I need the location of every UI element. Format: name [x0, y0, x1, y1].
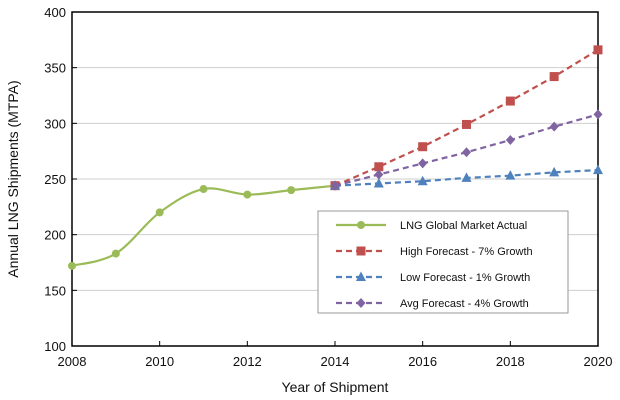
x-axis-title: Year of Shipment	[282, 379, 389, 395]
legend-label-2: Low Forecast - 1% Growth	[400, 272, 530, 284]
series-3-point-2020	[593, 109, 603, 120]
series-1-point-2019	[549, 72, 559, 82]
series-2-point-2020	[593, 164, 603, 175]
series-2-point-2017	[461, 172, 472, 182]
x-tick-label-2016: 2016	[408, 354, 437, 369]
series-0-point-2012	[243, 190, 252, 199]
legend-label-0: LNG Global Market Actual	[400, 220, 527, 232]
series-line-0	[71, 184, 336, 267]
series-2-point-2016	[417, 175, 428, 186]
y-tick-label-300: 300	[44, 116, 66, 131]
y-tick-label-150: 150	[44, 283, 66, 298]
series-3-point-2019	[549, 121, 559, 132]
series-1-point-2015	[374, 162, 384, 172]
series-0-point-2008	[68, 261, 76, 270]
y-tick-label-100: 100	[44, 339, 66, 354]
series-3-point-2018	[505, 135, 515, 146]
x-tick-label-2010: 2010	[145, 354, 174, 369]
series-1-point-2020	[593, 45, 603, 55]
legend-label-1: High Forecast - 7% Growth	[400, 246, 533, 258]
series-lines	[68, 45, 603, 270]
legend-marker-3	[356, 298, 366, 308]
legend-label-3: Avg Forecast - 4% Growth	[400, 298, 529, 310]
y-tick-label-200: 200	[44, 228, 66, 243]
series-0	[68, 181, 339, 270]
x-tick-label-2008: 2008	[58, 354, 87, 369]
series-1-point-2016	[418, 142, 428, 152]
series-0-point-2013	[287, 186, 296, 195]
series-2	[330, 164, 603, 190]
y-tick-label-400: 400	[44, 5, 66, 20]
series-1	[330, 45, 603, 191]
series-3-point-2016	[418, 158, 428, 169]
series-1-point-2017	[462, 119, 471, 129]
legend-marker-1	[356, 246, 366, 256]
x-tick-label-2018: 2018	[496, 354, 525, 369]
legend-marker-0	[357, 221, 365, 229]
series-2-point-2019	[549, 166, 560, 177]
series-3	[330, 109, 603, 191]
series-3-point-2014	[330, 180, 340, 191]
series-1-point-2018	[505, 96, 515, 106]
legend-marker-2	[356, 271, 366, 281]
y-axis-ticks: 100 150 200 250 300 350 400	[44, 5, 77, 354]
y-tick-label-350: 350	[44, 61, 66, 76]
series-3-point-2017	[462, 147, 471, 158]
y-tick-label-250: 250	[44, 172, 66, 187]
x-tick-label-2012: 2012	[233, 354, 262, 369]
x-axis-ticks: 2008 2010 2012 2014 2016 2018 2020	[58, 341, 613, 369]
series-2-point-2015	[373, 177, 384, 188]
series-0-point-2009	[111, 249, 120, 258]
x-tick-label-2020: 2020	[584, 354, 613, 369]
series-0-point-2011	[199, 185, 208, 194]
legend: LNG Global Market Actual High Forecast - …	[317, 210, 569, 314]
y-axis-title: Annual LNG Shipments (MTPA)	[5, 80, 21, 277]
series-0-point-2010	[155, 208, 164, 217]
x-tick-label-2014: 2014	[321, 354, 350, 369]
series-3-point-2015	[374, 169, 384, 180]
series-2-point-2018	[505, 170, 516, 180]
